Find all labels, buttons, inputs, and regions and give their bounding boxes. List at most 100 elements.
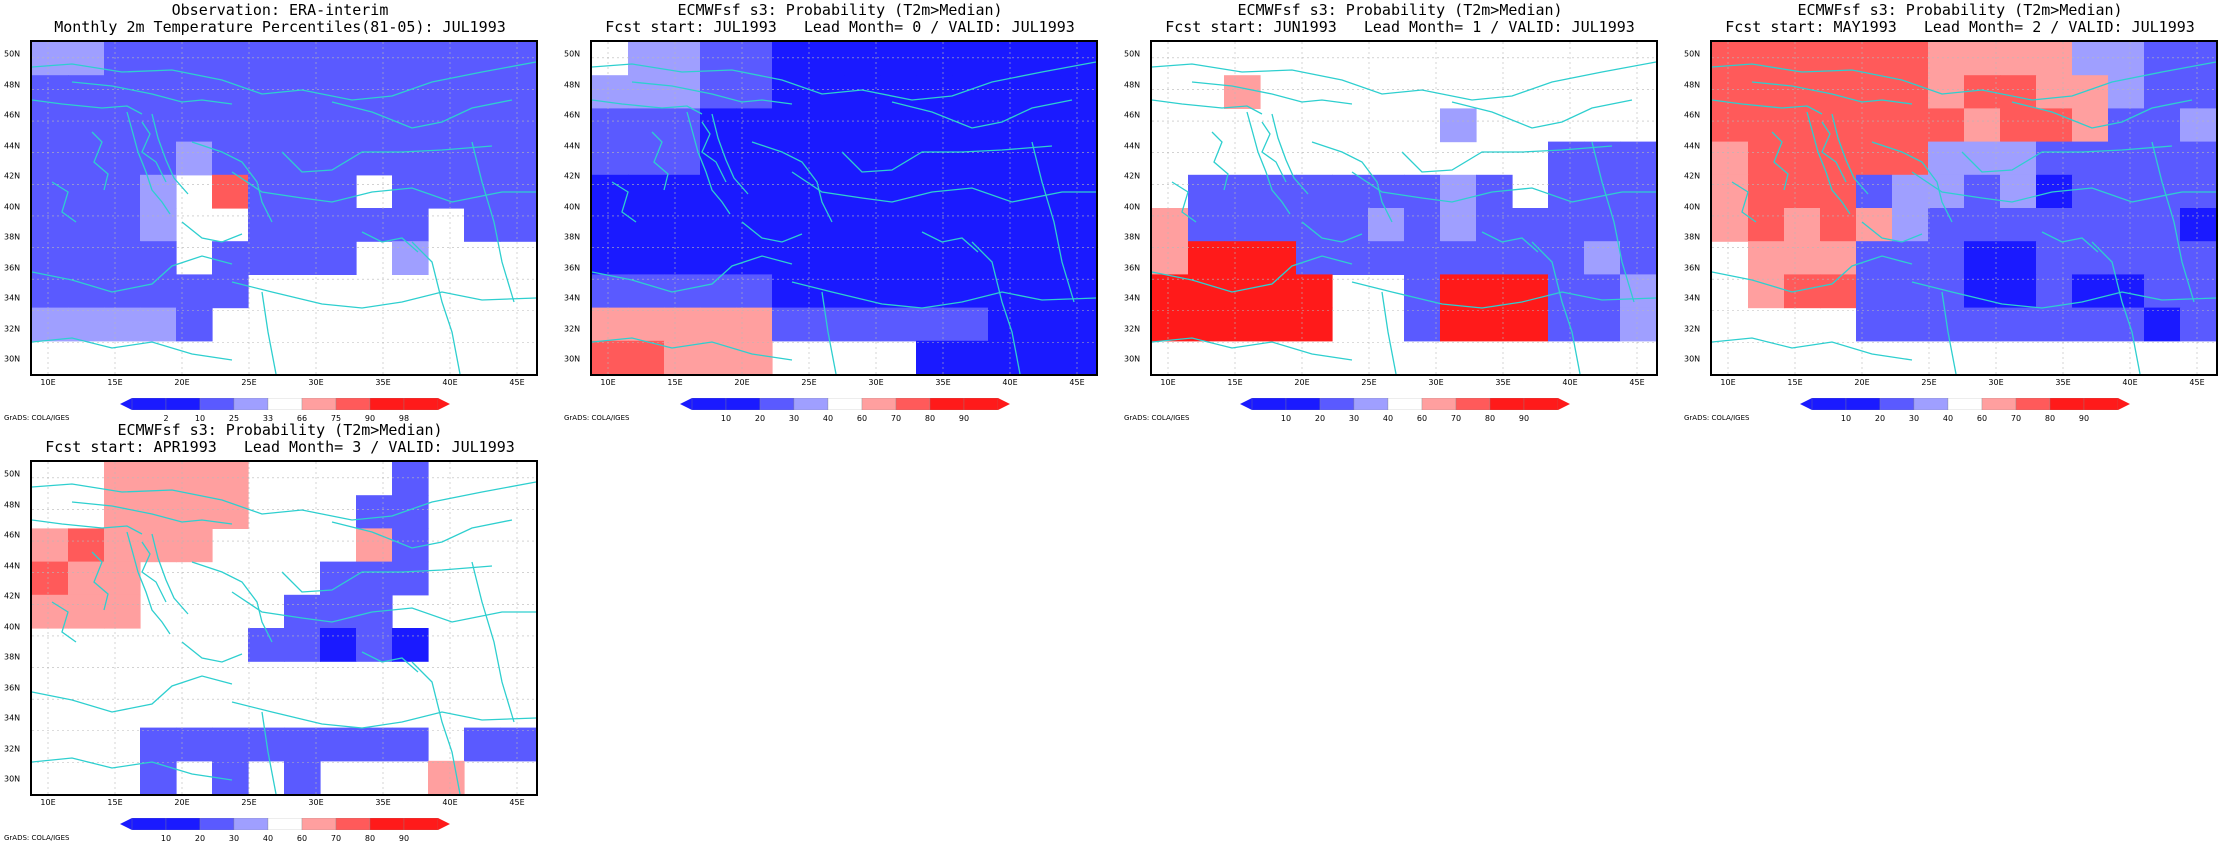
- grid-cell: [772, 141, 809, 176]
- grid-cell: [176, 274, 213, 309]
- lon-tick-label: 10E: [1160, 378, 1176, 387]
- grid-cell: [952, 340, 989, 374]
- lon-tick-label: 35E: [935, 378, 951, 387]
- lat-tick-label: 50N: [1684, 49, 1701, 59]
- grid-cell: [2108, 274, 2145, 309]
- colorbar-tick-label: 10: [160, 834, 172, 843]
- colorbar-tick-label: 80: [2044, 414, 2056, 423]
- panel-title: ECMWFsf s3: Probability (T2m>Median) Fcs…: [605, 1, 1075, 36]
- coastline: [32, 757, 233, 781]
- colorbar-tick-label: 70: [890, 414, 902, 423]
- grid-cell: [664, 141, 701, 176]
- lat-tick-label: 48N: [4, 500, 21, 509]
- colorbar-tick-label: 66: [296, 414, 308, 423]
- grid-cell: [1024, 241, 1061, 275]
- grid-cell: [500, 141, 536, 176]
- grid-cell: [2036, 75, 2073, 109]
- grid-cell: [1964, 208, 2001, 242]
- grid-cell: [284, 208, 321, 242]
- grid-cell: [1476, 274, 1513, 309]
- colorbar-tick-label: 60: [296, 834, 308, 843]
- grid-cell: [2180, 274, 2216, 309]
- grid-cell: [2108, 42, 2145, 76]
- lat-tick-label: 36N: [1684, 263, 1701, 272]
- credit-label: GrADS: COLA/IGES: [1684, 414, 1750, 422]
- grid-cell: [68, 561, 105, 596]
- colorbar-segment: [335, 398, 371, 410]
- grid-cell: [808, 108, 845, 143]
- lat-tick-label: 40N: [4, 202, 21, 211]
- lon-tick-label: 10E: [40, 798, 56, 807]
- grid-cell: [1748, 42, 1785, 76]
- colorbar-tick-label: 75: [330, 414, 342, 423]
- colorbar-segment: [335, 818, 371, 830]
- coastline: [1531, 241, 1581, 374]
- grid-cell: [1964, 241, 2001, 275]
- grid-cell: [32, 594, 69, 629]
- grid-cell: [1784, 241, 1821, 275]
- grid-cell: [736, 75, 773, 109]
- coastline: [261, 711, 277, 794]
- coastline: [1751, 81, 1913, 105]
- grid-cell: [320, 174, 357, 209]
- lon-tick-label: 15E: [667, 378, 683, 387]
- colorbar-segment: [1947, 398, 1983, 410]
- grid-cell: [68, 208, 105, 242]
- grid-cell: [2144, 307, 2181, 342]
- grid-cell: [1024, 274, 1061, 309]
- grid-cell: [772, 208, 809, 242]
- grid-cell: [772, 274, 809, 309]
- grid-cell: [104, 75, 141, 109]
- lon-tick-label: 30E: [308, 378, 324, 387]
- coastline: [51, 601, 77, 643]
- coastline: [141, 541, 167, 603]
- grid-cell: [1892, 307, 1929, 342]
- grid-cell: [1260, 174, 1297, 209]
- grid-cell: [356, 42, 393, 76]
- grid-cell: [1548, 174, 1585, 209]
- lon-tick-label: 20E: [174, 798, 190, 807]
- coastline: [1191, 81, 1353, 105]
- colorbar-segment: [1285, 398, 1321, 410]
- colorbar-arrow-left: [120, 818, 132, 830]
- grid-cell: [916, 307, 953, 342]
- colorbar-arrow-left: [1240, 398, 1252, 410]
- coastline: [1712, 99, 1823, 115]
- grid-cell: [176, 108, 213, 143]
- grid-cell: [2000, 208, 2037, 242]
- grid-cell: [392, 495, 429, 529]
- grid-cell: [2108, 141, 2145, 176]
- colorbar-tick-label: 33: [262, 414, 274, 423]
- lon-tick-label: 25E: [241, 378, 257, 387]
- coastline: [651, 131, 669, 191]
- colorbar-segment: [759, 398, 795, 410]
- grid-cell: [844, 274, 881, 309]
- lon-tick-label: 25E: [1921, 378, 1937, 387]
- grid-cell: [1820, 208, 1857, 242]
- colorbar-segment: [267, 818, 303, 830]
- lat-tick-label: 34N: [4, 713, 21, 723]
- map-svg: [1712, 42, 2216, 374]
- grid-cell: [1748, 241, 1785, 275]
- coastline: [471, 141, 515, 303]
- grid-cell: [2108, 174, 2145, 209]
- grid-cell: [736, 42, 773, 76]
- colorbar-tick-label: 90: [1518, 414, 1530, 423]
- coastline: [1961, 145, 2173, 173]
- coastline: [791, 281, 1096, 309]
- coastline: [1731, 181, 1757, 223]
- lon-tick-label: 45E: [2189, 378, 2205, 387]
- coastline: [2011, 99, 2193, 129]
- lat-tick-label: 30N: [4, 774, 21, 784]
- grid-cell: [428, 42, 465, 76]
- coastline: [891, 99, 1073, 129]
- grid-cell: [1060, 42, 1096, 76]
- lon-tick-label: 30E: [1428, 378, 1444, 387]
- grid-cell: [2000, 108, 2037, 143]
- grid-cell: [284, 628, 321, 662]
- grid-cell: [392, 141, 429, 176]
- lon-tick-label: 45E: [509, 798, 525, 807]
- grid-cell: [2180, 241, 2216, 275]
- grid-cell: [700, 307, 737, 342]
- grid-cell: [392, 628, 429, 662]
